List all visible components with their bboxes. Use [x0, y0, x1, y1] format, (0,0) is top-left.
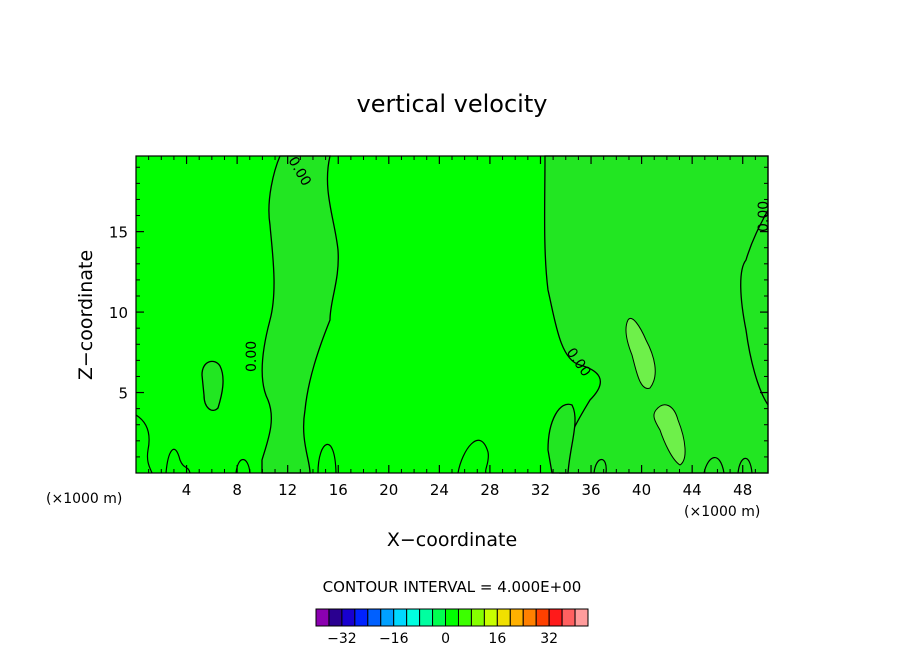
contour-region-lower: [547, 403, 576, 474]
colorbar-labels: −32 −16 0 16 32: [327, 631, 558, 647]
colorbar-swatch: [457, 608, 472, 627]
colorbar-swatch: [328, 608, 343, 627]
colorbar-swatch: [470, 608, 485, 627]
colorbar-swatch: [496, 608, 511, 627]
x-tick-label: 4: [182, 481, 192, 499]
contour-lines-bottom: [135, 414, 753, 474]
x-tick-label: 20: [379, 481, 398, 499]
contour-label: 0.00: [756, 201, 772, 232]
colorbar-tick-label: 32: [540, 631, 558, 647]
colorbar-swatch: [419, 608, 434, 627]
colorbar-swatch: [380, 608, 395, 627]
x-tick-label: 16: [329, 481, 348, 499]
x-axis: 4 8 12 16 20 24 28 32 36 40 44 48: [148, 156, 756, 499]
colorbar: [315, 608, 589, 627]
chart-title: vertical velocity: [357, 90, 548, 118]
y-tick-label: 10: [109, 304, 128, 322]
colorbar-swatch: [354, 608, 369, 627]
colorbar-swatch: [445, 608, 459, 627]
colorbar-swatch: [315, 608, 330, 627]
x-unit-label-right: (×1000 m): [684, 504, 760, 520]
colorbar-swatch: [341, 608, 356, 627]
contour-cell-strong-2: [653, 404, 686, 466]
contour-region-blob: [201, 360, 224, 411]
x-tick-label: 40: [632, 481, 651, 499]
y-tick-label: 15: [109, 224, 128, 242]
contour-cell-strong-1: [625, 318, 656, 389]
colorbar-tick-label: 16: [488, 631, 506, 647]
colorbar-swatch: [509, 608, 524, 627]
colorbar-swatch: [393, 608, 408, 627]
x-tick-label: 8: [232, 481, 242, 499]
y-axis: 5 10 15: [109, 166, 768, 458]
x-tick-label: 44: [683, 481, 702, 499]
colorbar-swatch: [406, 608, 421, 627]
contour-region-right: [543, 155, 769, 474]
colorbar-swatch: [535, 608, 550, 627]
colorbar-swatch: [548, 608, 563, 627]
colorbar-tick-label: 0: [441, 631, 450, 647]
x-tick-label: 12: [278, 481, 297, 499]
x-unit-label-left: (×1000 m): [46, 491, 122, 507]
colorbar-tick-label: −16: [379, 631, 409, 647]
colorbar-swatch: [561, 608, 576, 627]
colorbar-swatch: [522, 608, 537, 627]
y-axis-label: Z−coordinate: [75, 250, 97, 380]
contour-label: 0.00: [244, 341, 260, 372]
x-tick-label: 36: [581, 481, 600, 499]
x-tick-label: 32: [531, 481, 550, 499]
colorbar-swatch: [432, 608, 447, 627]
colorbar-tick-label: −32: [327, 631, 357, 647]
colorbar-swatch: [367, 608, 382, 627]
x-tick-label: 24: [430, 481, 449, 499]
contour-regions: [135, 155, 769, 474]
x-axis-label: X−coordinate: [387, 529, 517, 551]
contour-interval: CONTOUR INTERVAL = 4.000E+00: [323, 578, 582, 596]
y-tick-label: 5: [118, 385, 128, 403]
x-tick-label: 28: [480, 481, 499, 499]
x-tick-label: 48: [733, 481, 752, 499]
colorbar-swatch: [574, 608, 589, 627]
colorbar-swatch: [483, 608, 498, 627]
